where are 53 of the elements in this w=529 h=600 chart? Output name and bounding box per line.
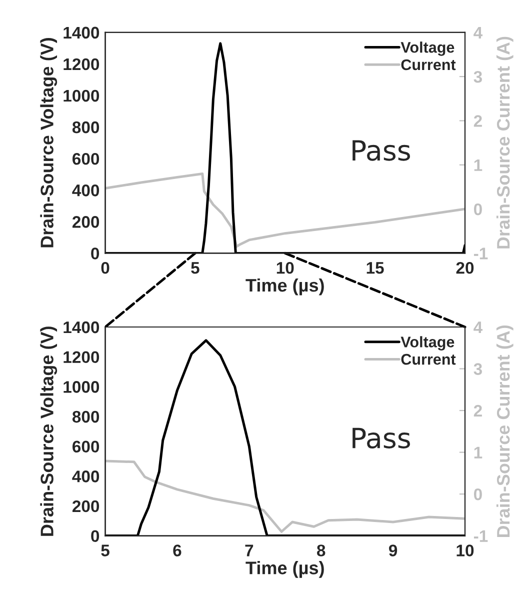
y-tick-label: 1400	[64, 26, 100, 39]
legend-label: Current	[401, 354, 456, 365]
legend-label: Current	[401, 59, 456, 70]
x-tick-label: 9	[388, 544, 398, 556]
y-tick-label: 400	[72, 184, 100, 196]
x-tick-label: 7	[245, 544, 254, 556]
y-tick-label: 200	[72, 500, 100, 512]
y-tick-label: 1000	[64, 381, 100, 393]
x-tick-label: 5	[101, 544, 110, 556]
x-tick-label: 20	[456, 262, 474, 274]
y-tick-label: 0	[91, 530, 100, 542]
y-tick-label: 800	[72, 410, 100, 423]
y-tick-label: 1000	[64, 90, 100, 102]
x-tick-label: 8	[317, 544, 326, 556]
y2-tick-label: 2	[474, 115, 482, 127]
y-tick-label: 1200	[64, 58, 100, 70]
x-tick-label: 0	[101, 262, 110, 274]
x-tick-label: 5	[191, 262, 200, 274]
y2-tick-label: 0	[474, 488, 482, 500]
y-tick-label: 800	[72, 121, 100, 134]
y-tick-label: 1200	[64, 351, 100, 364]
y-tick-label: 400	[72, 470, 100, 482]
y2-tick-label: 4	[474, 322, 483, 334]
line-series	[105, 172, 465, 248]
x-tick-label: 15	[366, 262, 384, 274]
x-tick-label: 10	[456, 544, 474, 556]
y-axis-title: Drain-Source Voltage (V)	[40, 38, 58, 248]
y2-tick-label: -1	[474, 530, 488, 542]
y-tick-label: 1400	[64, 321, 100, 334]
y-tick-label: 600	[72, 152, 100, 165]
y2-tick-label: 1	[474, 446, 482, 458]
x-tick-label: 10	[276, 262, 294, 274]
y2-tick-label: 0	[474, 203, 482, 216]
y-tick-label: 600	[72, 440, 100, 453]
annotation: Pass	[352, 428, 410, 448]
y2-tick-label: 3	[474, 363, 482, 375]
y2-axis-title: Drain-Source Current (A)	[496, 325, 514, 538]
y2-tick-label: 4	[474, 26, 483, 38]
line-series	[105, 460, 465, 533]
y-tick-label: 0	[91, 248, 100, 260]
y2-tick-label: 3	[474, 70, 482, 83]
x-axis-title: Time (µs)	[246, 561, 324, 578]
legend-label: Voltage	[400, 336, 454, 350]
y2-axis-title: Drain-Source Current (A)	[496, 36, 514, 248]
y2-tick-label: -1	[474, 248, 488, 260]
y-tick-label: 200	[72, 216, 100, 228]
y2-tick-label: 2	[474, 404, 482, 417]
x-axis-title: Time (µs)	[246, 278, 324, 296]
annotation: Pass	[352, 140, 410, 161]
x-tick-label: 6	[173, 544, 182, 556]
y-axis-title: Drain-Source Voltage (V)	[40, 326, 58, 536]
legend-label: Voltage	[400, 42, 454, 56]
y2-tick-label: 1	[474, 159, 482, 171]
